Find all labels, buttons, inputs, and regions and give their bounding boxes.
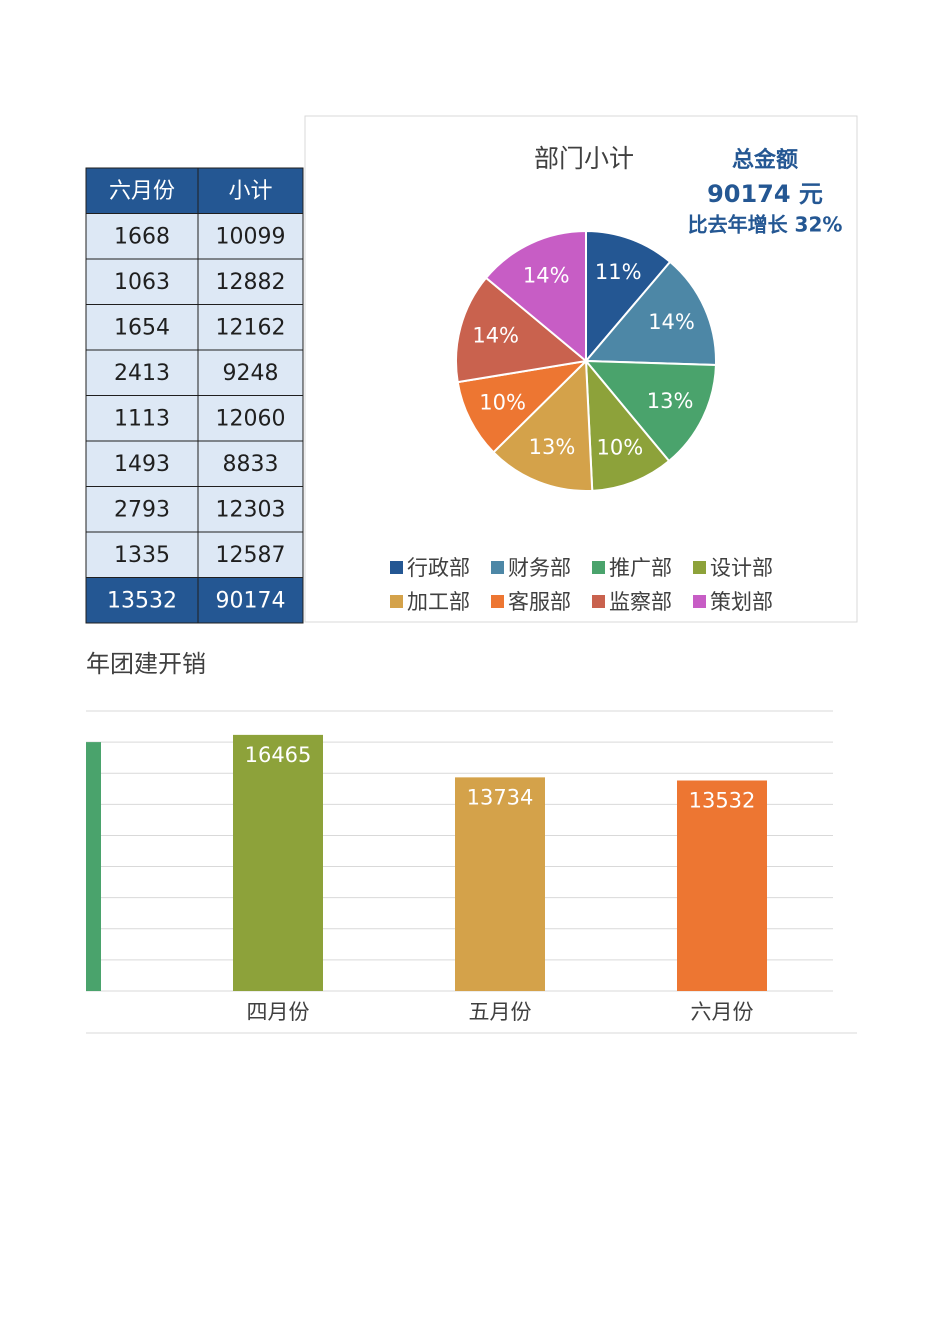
annotation: 总金额	[732, 147, 798, 173]
table-cell	[85, 167, 199, 214]
cell-text: 12162	[216, 315, 286, 340]
table-cell	[85, 349, 199, 396]
slice-label: 13%	[647, 389, 694, 413]
cell-text: 六月份	[109, 179, 175, 204]
cell-text: 12303	[216, 497, 286, 522]
bar	[455, 777, 545, 991]
legend-label: 监察部	[609, 590, 672, 614]
slice-label: 13%	[529, 435, 576, 459]
legend-swatch	[592, 561, 605, 574]
x-tick-label: 四月份	[247, 1000, 310, 1024]
legend-swatch	[693, 561, 706, 574]
cell-text: 2793	[114, 497, 170, 522]
table-cell	[85, 395, 199, 442]
cell-text: 1063	[114, 270, 170, 295]
legend-swatch	[491, 595, 504, 608]
pie-slice	[456, 359, 589, 454]
pie-slice	[584, 358, 671, 492]
bar-title: 年团建开销	[86, 650, 206, 678]
slice-label: 10%	[597, 435, 644, 459]
bar	[233, 734, 323, 991]
cell-text: 小计	[228, 179, 272, 204]
legend-swatch	[592, 595, 605, 608]
cell-text: 1113	[114, 406, 170, 431]
bar-label: 13734	[467, 785, 534, 809]
legend-swatch	[491, 561, 504, 574]
cell-text: 1493	[114, 452, 170, 477]
table-cell	[85, 258, 199, 305]
pie-slice	[583, 260, 717, 367]
slice-label: 10%	[479, 390, 526, 414]
legend-swatch	[390, 561, 403, 574]
cell-text: 2413	[114, 361, 170, 386]
pie-slice	[492, 358, 594, 492]
bar	[677, 780, 767, 991]
pie-title: 部门小计	[534, 144, 634, 173]
cell-text: 10099	[216, 224, 286, 249]
annotation: 90174 元	[707, 180, 823, 208]
legend-label: 行政部	[407, 556, 470, 580]
cell-text: 90174	[216, 588, 286, 613]
legend-swatch	[390, 595, 403, 608]
legend-label: 加工部	[407, 590, 470, 614]
x-tick-label: 五月份	[469, 1000, 532, 1024]
table-cell	[197, 531, 304, 578]
cell-text: 8833	[223, 452, 279, 477]
pie-slice	[583, 359, 717, 463]
pie-slice	[484, 229, 587, 364]
table-cell	[85, 531, 199, 578]
bar-label: 13532	[689, 789, 756, 813]
legend-label: 推广部	[609, 556, 672, 580]
slice-label: 14%	[523, 263, 570, 287]
table-cell	[197, 349, 304, 396]
slice-label: 11%	[595, 260, 642, 284]
pie-slice	[455, 276, 589, 384]
cell-text: 13532	[107, 588, 177, 613]
cell-text: 1654	[114, 315, 170, 340]
cell-text: 1668	[114, 224, 170, 249]
table-cell	[85, 577, 199, 624]
table-cell	[85, 440, 199, 487]
slice-label: 14%	[472, 323, 519, 347]
bar	[86, 742, 101, 991]
legend-label: 客服部	[508, 590, 571, 614]
table-cell	[197, 304, 304, 351]
x-tick-label: 六月份	[691, 1000, 754, 1024]
table-cell	[197, 440, 304, 487]
cell-text: 12882	[216, 270, 286, 295]
table-cell	[197, 258, 304, 305]
pie-slice	[585, 229, 672, 364]
legend-label: 财务部	[508, 556, 571, 580]
bar-label: 16465	[245, 743, 312, 767]
cell-text: 1335	[114, 543, 170, 568]
legend-label: 策划部	[710, 590, 773, 614]
legend-swatch	[693, 595, 706, 608]
annotation: 比去年增长 32%	[688, 213, 843, 237]
slice-label: 14%	[648, 310, 695, 334]
legend-label: 设计部	[710, 556, 773, 580]
table-cell	[197, 577, 304, 624]
cell-text: 12060	[216, 406, 286, 431]
cell-text: 9248	[223, 361, 279, 386]
table-cell	[197, 213, 304, 260]
table-cell	[197, 395, 304, 442]
cell-text: 12587	[216, 543, 286, 568]
